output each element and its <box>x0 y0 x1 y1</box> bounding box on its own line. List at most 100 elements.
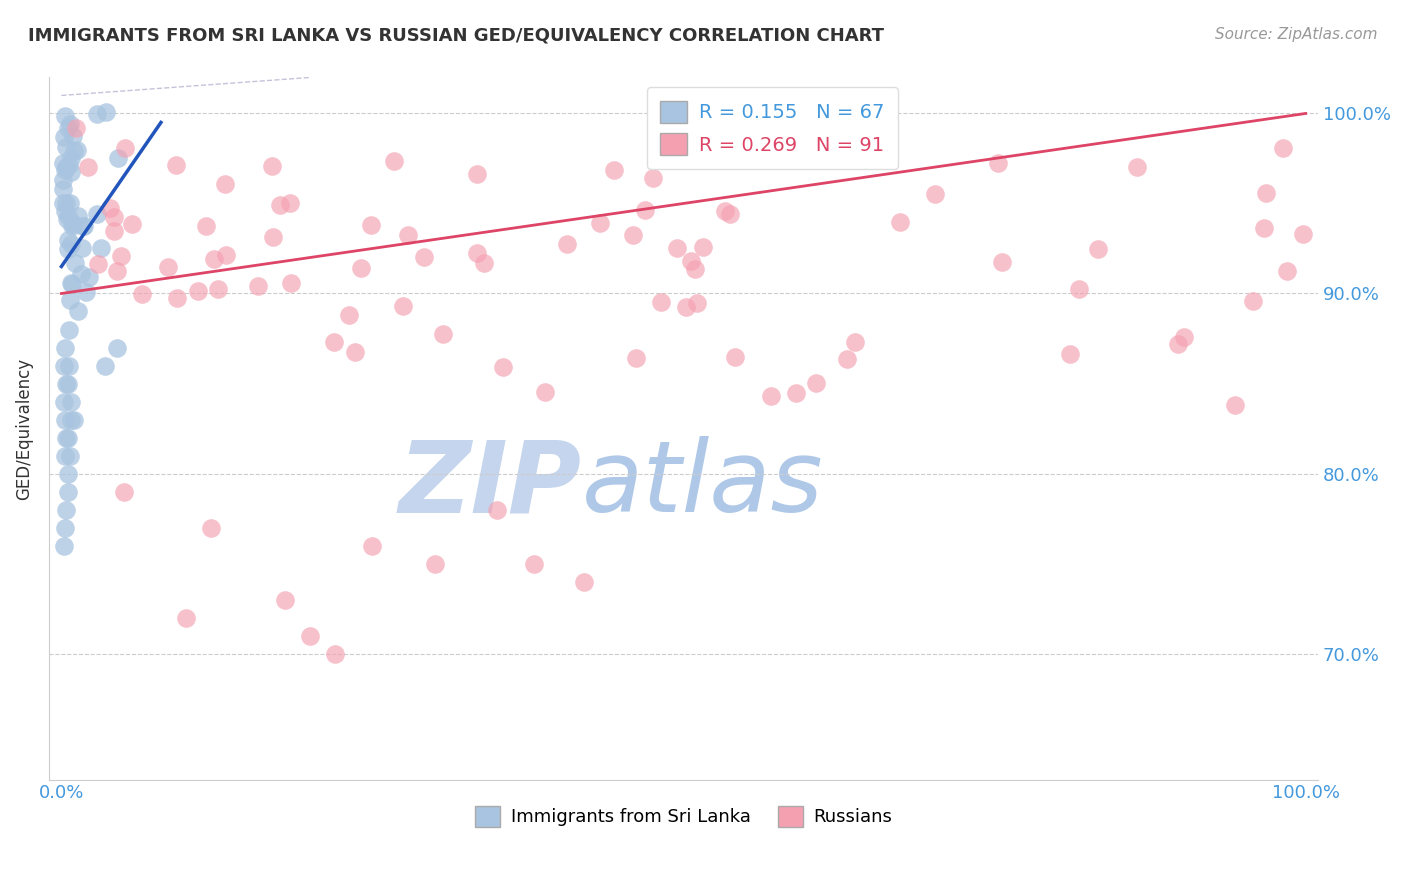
Point <box>52 539 75 553</box>
Y-axis label: GED/Equivalency: GED/Equivalency <box>15 358 32 500</box>
Point <box>86 106 108 120</box>
Point <box>423 557 446 571</box>
Point <box>202 252 225 267</box>
Point <box>692 240 714 254</box>
Point <box>58 233 80 247</box>
Point <box>58 242 80 256</box>
Point <box>714 204 737 219</box>
Point <box>114 140 136 154</box>
Point <box>492 360 515 375</box>
Point <box>60 219 83 233</box>
Point <box>98 201 121 215</box>
Point <box>66 144 89 158</box>
Point <box>55 502 77 516</box>
Point <box>69 267 91 281</box>
Point <box>675 301 697 315</box>
Point <box>62 277 84 292</box>
Point <box>56 431 79 445</box>
Point <box>666 241 689 255</box>
Point <box>70 241 93 255</box>
Point <box>485 502 508 516</box>
Point <box>382 154 405 169</box>
Point <box>59 196 82 211</box>
Point <box>58 158 80 172</box>
Point <box>1223 398 1246 412</box>
Point <box>56 211 79 226</box>
Point <box>53 520 76 534</box>
Point <box>103 223 125 237</box>
Point <box>58 322 80 336</box>
Point <box>59 165 82 179</box>
Point <box>55 161 77 175</box>
Point <box>572 574 595 589</box>
Point <box>55 431 77 445</box>
Point <box>52 359 75 373</box>
Point <box>65 120 87 135</box>
Point <box>1277 264 1299 278</box>
Point <box>555 237 578 252</box>
Point <box>55 196 77 211</box>
Point <box>634 202 657 217</box>
Point <box>174 610 197 624</box>
Point <box>260 159 283 173</box>
Point <box>1059 347 1081 361</box>
Text: Source: ZipAtlas.com: Source: ZipAtlas.com <box>1215 27 1378 42</box>
Point <box>90 241 112 255</box>
Point <box>53 412 76 426</box>
Point <box>59 293 82 308</box>
Point <box>624 351 647 365</box>
Point <box>59 151 82 165</box>
Point <box>53 449 76 463</box>
Point <box>63 256 86 270</box>
Point <box>66 209 89 223</box>
Text: ZIP: ZIP <box>399 436 582 533</box>
Point <box>269 197 291 211</box>
Point <box>112 484 135 499</box>
Point <box>991 254 1014 268</box>
Point <box>53 203 76 218</box>
Point <box>59 449 82 463</box>
Point <box>344 345 367 359</box>
Point <box>72 219 94 233</box>
Point <box>465 167 488 181</box>
Point <box>58 359 80 373</box>
Point <box>650 295 672 310</box>
Point <box>52 394 75 409</box>
Point <box>889 214 911 228</box>
Point <box>679 253 702 268</box>
Point <box>56 467 79 481</box>
Point <box>62 128 84 143</box>
Point <box>1271 141 1294 155</box>
Point <box>52 196 75 211</box>
Point <box>602 163 624 178</box>
Point <box>391 299 413 313</box>
Point <box>1241 293 1264 308</box>
Point <box>274 592 297 607</box>
Legend: Immigrants from Sri Lanka, Russians: Immigrants from Sri Lanka, Russians <box>467 798 900 834</box>
Point <box>56 484 79 499</box>
Point <box>157 260 180 274</box>
Point <box>844 334 866 349</box>
Point <box>103 210 125 224</box>
Point <box>60 237 83 252</box>
Point <box>683 262 706 277</box>
Point <box>86 257 108 271</box>
Point <box>73 219 96 233</box>
Point <box>924 186 946 201</box>
Text: IMMIGRANTS FROM SRI LANKA VS RUSSIAN GED/EQUIVALENCY CORRELATION CHART: IMMIGRANTS FROM SRI LANKA VS RUSSIAN GED… <box>28 27 884 45</box>
Point <box>1087 243 1109 257</box>
Point <box>1173 330 1195 344</box>
Point <box>1069 282 1091 296</box>
Point <box>1253 221 1275 235</box>
Point <box>361 539 384 553</box>
Point <box>62 217 84 231</box>
Point <box>207 282 229 296</box>
Point <box>77 270 100 285</box>
Point <box>641 170 664 185</box>
Point <box>759 389 782 403</box>
Point <box>165 159 187 173</box>
Point <box>323 335 346 350</box>
Point <box>472 255 495 269</box>
Point <box>60 412 83 426</box>
Point <box>76 160 98 174</box>
